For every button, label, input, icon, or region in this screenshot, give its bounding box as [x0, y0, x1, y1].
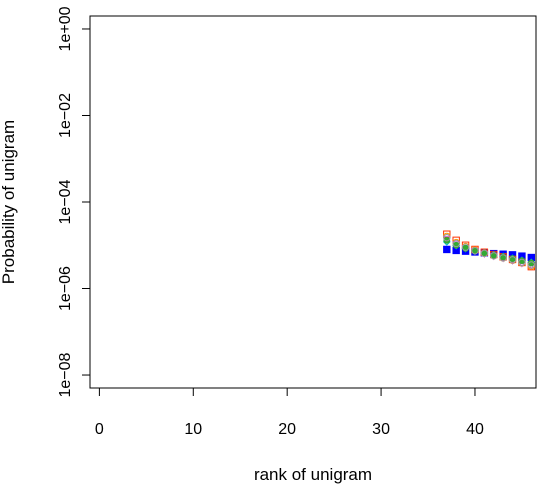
y-tick-label: 1e−08	[57, 352, 74, 397]
data-point	[499, 254, 507, 262]
data-point	[452, 239, 460, 248]
x-tick-label: 0	[95, 421, 104, 438]
x-tick-label: 30	[372, 421, 390, 438]
data-point	[471, 246, 479, 255]
y-tick-label: 1e−04	[57, 179, 74, 224]
plot-frame	[89, 15, 537, 389]
y-axis: 1e+00 1e−02 1e−04 1e−06 1e−08	[57, 6, 91, 397]
data-point	[443, 245, 451, 254]
y-axis-label: Probability of unigram	[0, 120, 18, 284]
data-point	[461, 243, 470, 251]
x-tick-label: 20	[278, 421, 296, 438]
data-point	[518, 258, 526, 267]
data-points	[442, 230, 536, 271]
data-point	[527, 261, 536, 269]
data-point	[518, 257, 526, 265]
data-point	[443, 236, 451, 244]
data-point	[490, 252, 498, 260]
y-tick-label: 1e−06	[57, 266, 74, 311]
x-axis-label: rank of unigram	[254, 465, 372, 484]
y-tick-label: 1e+00	[57, 6, 74, 51]
data-point	[452, 241, 460, 249]
x-axis: 0 10 20 30 40	[95, 387, 484, 438]
y-tick-label: 1e−02	[57, 93, 74, 138]
x-tick-label: 10	[184, 421, 202, 438]
data-point	[508, 256, 517, 264]
data-point	[480, 249, 489, 258]
data-point	[443, 233, 451, 242]
x-tick-label: 40	[466, 421, 484, 438]
